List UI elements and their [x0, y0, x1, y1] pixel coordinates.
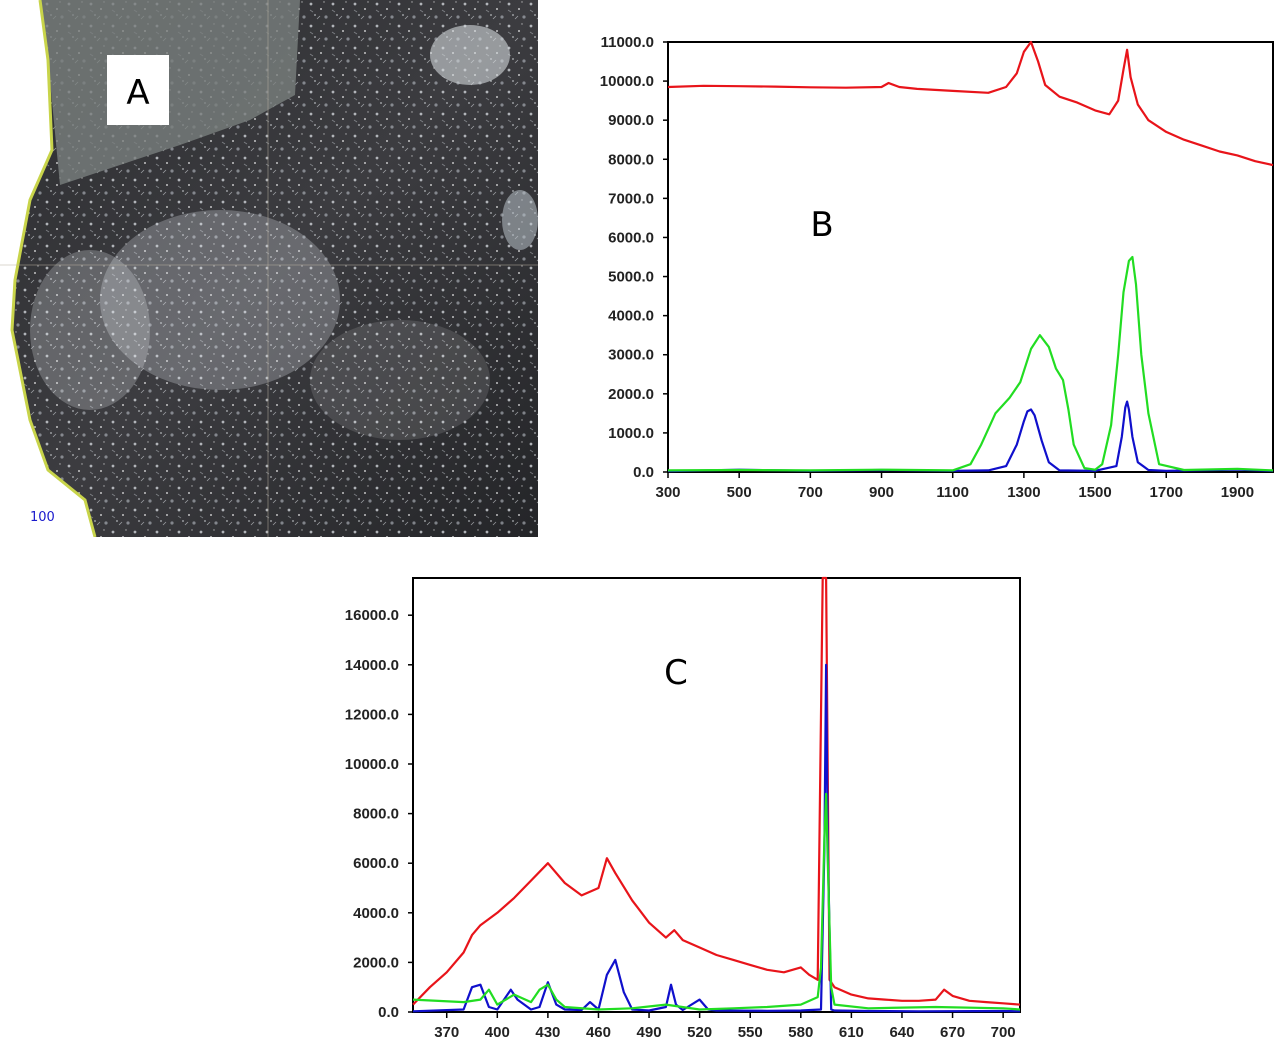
spectrum-c-x-tick-label: 370	[434, 1024, 459, 1041]
spectrum-b-series	[667, 40, 1274, 473]
spectrum-b-x-tick-label: 500	[727, 484, 752, 501]
spectrum-b-x-tick-label: 1700	[1150, 484, 1183, 501]
spectrum-c-y-tick-label: 14000.0	[345, 657, 399, 674]
spectrum-c-y-tick-label: 12000.0	[345, 706, 399, 723]
spectrum-b-y-tick-label: 9000.0	[608, 112, 654, 129]
spectrum-c-x-tick-label: 580	[788, 1024, 813, 1041]
spectrum-c-x-tick-label: 640	[889, 1024, 914, 1041]
spectrum-b-y-tick-label: 10000.0	[600, 73, 654, 90]
panel-b-letter: B	[810, 205, 833, 245]
spectrum-c-series-3-line	[412, 792, 1021, 1011]
spectrum-b-frame	[667, 41, 1274, 473]
spectrum-b-x-tick-label: 1900	[1221, 484, 1254, 501]
spectrum-b-series-2-line	[667, 400, 1274, 473]
spectrum-c-y-tick-label: 16000.0	[345, 607, 399, 624]
spectrum-b-x-tick-label: 700	[798, 484, 823, 501]
spectrum-b-y-tick-label: 2000.0	[608, 386, 654, 403]
spectrum-c-y-tick-label: 2000.0	[353, 954, 399, 971]
spectrum-c-x-tick-label: 520	[687, 1024, 712, 1041]
spectrum-b-y-tick-label: 0.0	[633, 464, 654, 481]
spectrum-c-x-axis: 370 400 430 460 490 520 550 580 610 640 670 700	[434, 1012, 1016, 1041]
spectrum-c-x-tick-label: 670	[940, 1024, 965, 1041]
spectrum-c-x-tick-label: 610	[839, 1024, 864, 1041]
spectrum-c-chart: 370 400 430 460 490 520 550 580 610 640 670 700 0.0…	[345, 576, 1021, 1041]
spectrum-b-x-axis: 300 500 700 900 1100 1300 1500 1700 1900	[655, 472, 1254, 501]
spectrum-b-x-tick-label: 900	[869, 484, 894, 501]
spectrum-c-y-tick-label: 0.0	[378, 1004, 399, 1021]
spectrum-c-series	[412, 576, 1021, 1013]
spectrum-c-x-tick-label: 430	[535, 1024, 560, 1041]
spectrum-c-y-tick-label: 10000.0	[345, 756, 399, 773]
spectrum-b-y-axis: 0.0 1000.0 2000.0 3000.0 4000.0 5000.0 6000.0 7…	[600, 34, 668, 481]
spectrum-b-x-tick-label: 300	[655, 484, 680, 501]
spectrum-b-y-tick-label: 5000.0	[608, 269, 654, 286]
spectrum-c-x-tick-label: 460	[586, 1024, 611, 1041]
spectrum-b-series-3-line	[667, 255, 1274, 472]
spectrum-c-y-tick-label: 4000.0	[353, 905, 399, 922]
spectrum-b-y-tick-label: 8000.0	[608, 151, 654, 168]
spectrum-c-x-tick-label: 700	[991, 1024, 1016, 1041]
spectrum-b-x-tick-label: 1300	[1007, 484, 1040, 501]
spectrum-c-y-axis: 0.0 2000.0 4000.0 6000.0 8000.0 10000.0 12000.…	[345, 607, 413, 1021]
spectrum-c-x-tick-label: 550	[738, 1024, 763, 1041]
spectrum-b-x-tick-label: 1500	[1078, 484, 1111, 501]
spectrum-b-y-tick-label: 4000.0	[608, 308, 654, 325]
spectrum-c-frame	[412, 577, 1021, 1013]
spectrum-c-x-tick-label: 490	[637, 1024, 662, 1041]
spectrum-b-series-1-line	[667, 40, 1274, 167]
spectrum-c-x-tick-label: 400	[485, 1024, 510, 1041]
spectrum-b-y-tick-label: 11000.0	[601, 34, 654, 51]
spectrum-b-y-tick-label: 7000.0	[608, 190, 654, 207]
spectrum-c-y-tick-label: 6000.0	[353, 855, 399, 872]
spectrum-b-y-tick-label: 6000.0	[608, 229, 654, 246]
spectrum-b-y-tick-label: 1000.0	[608, 425, 654, 442]
scale-label: 100	[30, 510, 55, 525]
panel-c-letter: C	[664, 653, 688, 693]
spectrum-b-y-tick-label: 3000.0	[608, 347, 654, 364]
panel-a-letter: A	[126, 73, 149, 113]
spectrum-b-x-tick-label: 1100	[936, 484, 969, 501]
micrograph-panel: A 100	[0, 0, 538, 537]
spectrum-b-chart: 300 500 700 900 1100 1300 1500 1700 1900 0.0 1000…	[600, 34, 1274, 501]
spectrum-c-y-tick-label: 8000.0	[353, 806, 399, 823]
spectrum-c-series-1-line	[412, 576, 1021, 1006]
